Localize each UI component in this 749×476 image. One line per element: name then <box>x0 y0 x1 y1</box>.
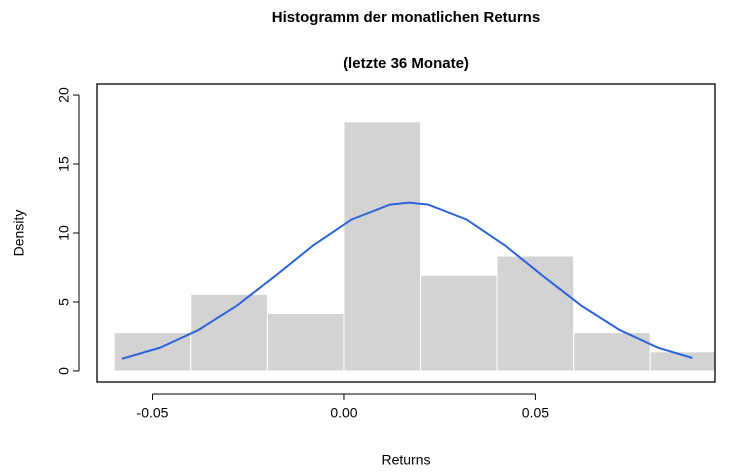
histogram-bar <box>266 312 345 372</box>
y-tick-label: 10 <box>56 225 72 241</box>
plot-area <box>113 121 715 372</box>
x-axis-label: Returns <box>381 452 430 468</box>
y-tick-label: 0 <box>56 367 72 375</box>
x-tick-label: -0.05 <box>137 405 169 421</box>
x-tick-label: 0.05 <box>522 405 549 421</box>
plot-frame <box>96 83 716 383</box>
y-tick-label: 15 <box>56 156 72 172</box>
histogram-bar <box>190 293 268 372</box>
histogram-bar <box>649 351 715 372</box>
y-axis-label: Density <box>11 210 27 257</box>
histogram-bar <box>420 274 498 372</box>
histogram-bar <box>496 255 575 372</box>
y-tick-label: 20 <box>56 87 72 103</box>
y-tick-label: 5 <box>56 298 72 306</box>
chart-title: Histogramm der monatlichen Returns <box>272 9 540 26</box>
x-tick-label: 0.00 <box>330 405 357 421</box>
chart-subtitle: (letzte 36 Monate) <box>343 55 469 72</box>
density-curve <box>121 201 693 360</box>
histogram-bar <box>343 121 422 372</box>
